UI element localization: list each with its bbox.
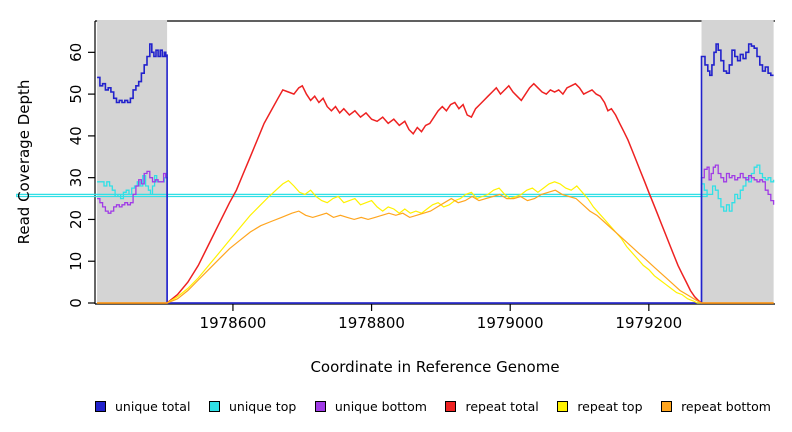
y-tick-label: 20 (67, 210, 85, 229)
x-tick-label: 1978600 (200, 314, 267, 332)
plot-box-layer (94, 20, 775, 305)
legend-item-unique-top: unique top (208, 399, 297, 414)
y-tick-label: 30 (67, 168, 85, 187)
legend-swatch-icon (95, 401, 106, 412)
y-tick-label: 50 (67, 85, 85, 104)
x-axis-title: Coordinate in Reference Genome (310, 358, 559, 376)
legend-label: repeat top (577, 399, 643, 414)
y-tick-label: 40 (67, 126, 85, 145)
x-tick-label: 1979000 (477, 314, 544, 332)
x-tick-label: 1979200 (615, 314, 682, 332)
legend-swatch-icon (314, 401, 326, 412)
legend-label: unique bottom (334, 399, 427, 414)
axes-layer: 1978600 1978800 1979000 1979200 0 10 20 30 40 50 6… (67, 43, 682, 332)
y-tick-label: 60 (67, 43, 85, 62)
legend-label: repeat bottom (681, 399, 771, 414)
x-tick-label: 1978800 (338, 314, 405, 332)
series-unique-total (97, 43, 774, 304)
y-tick-label: 10 (67, 252, 85, 271)
legend-swatch-icon (661, 401, 673, 412)
series-repeat-top (97, 179, 774, 304)
legend-item-repeat-bottom: repeat bottom (661, 399, 771, 414)
series-layer (16, 43, 775, 304)
series-repeat-total (97, 82, 774, 304)
legend-swatch-icon (208, 401, 220, 412)
legend-swatch-icon (445, 401, 457, 412)
legend-item-unique-bottom: unique bottom (314, 399, 427, 414)
series-unique-bottom (97, 164, 775, 304)
legend-label: unique total (115, 399, 191, 414)
y-tick-label: 0 (67, 298, 85, 308)
right-unique-flank (701, 20, 774, 303)
legend-item-repeat-total: repeat total (445, 399, 539, 414)
coverage-plot: 1978600 1978800 1979000 1979200 0 10 20 30 40 50 6… (15, 20, 775, 376)
legend: unique total unique top unique bottom repea… (95, 399, 771, 414)
legend-label: repeat total (465, 399, 539, 414)
series-repeat-bottom (97, 189, 774, 304)
y-axis-title: Read Coverage Depth (15, 80, 33, 245)
legend-label: unique top (228, 399, 297, 414)
legend-item-unique-total: unique total (95, 399, 190, 414)
legend-item-repeat-top: repeat top (557, 399, 643, 414)
legend-swatch-icon (557, 401, 569, 412)
left-unique-flank (97, 20, 168, 303)
